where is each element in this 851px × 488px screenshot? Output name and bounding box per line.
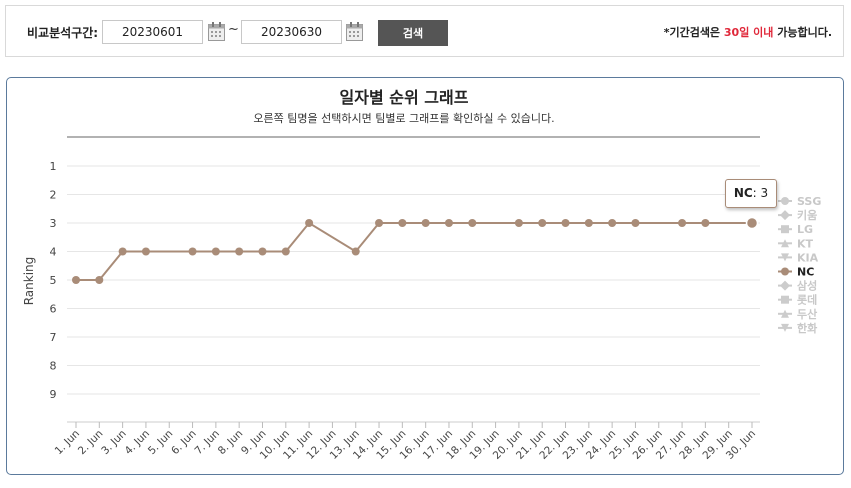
legend-item-1[interactable]: SSG — [778, 195, 821, 208]
y-tick-label: 9 — [50, 388, 57, 401]
note-highlight: 30일 이내 — [723, 26, 774, 39]
data-point[interactable] — [258, 247, 267, 256]
data-point[interactable] — [211, 247, 220, 256]
end-calendar-icon[interactable] — [346, 22, 363, 41]
data-point[interactable] — [118, 247, 127, 256]
legend-item-9[interactable]: 두산 — [778, 307, 817, 321]
data-point[interactable] — [514, 219, 523, 227]
y-tick-label: 4 — [50, 246, 57, 259]
x-tick-label: 3. Jun — [99, 428, 129, 458]
legend-label: 두산 — [797, 307, 817, 321]
data-point[interactable] — [421, 219, 430, 227]
data-point[interactable] — [631, 219, 640, 227]
end-date-input[interactable]: 20230630 — [241, 20, 342, 44]
legend-label: LG — [797, 223, 813, 236]
data-point[interactable] — [305, 219, 314, 227]
x-tick-label: 2. Jun — [76, 428, 106, 458]
y-axis-label: Ranking — [22, 257, 36, 306]
data-point[interactable] — [444, 219, 453, 227]
data-point[interactable] — [235, 247, 244, 256]
data-point[interactable] — [95, 276, 104, 284]
legend-marker — [781, 267, 789, 276]
legend-item-2[interactable]: 키움 — [778, 208, 817, 222]
legend-label: 삼성 — [797, 279, 817, 293]
note-suffix: 가능합니다. — [773, 26, 832, 39]
chart-panel — [6, 77, 844, 475]
note-prefix: *기간검색은 — [663, 26, 724, 39]
x-tick-label: 8. Jun — [216, 428, 246, 458]
data-point[interactable] — [188, 247, 197, 256]
legend-label: 키움 — [797, 208, 817, 222]
x-tick-label: 5. Jun — [146, 428, 176, 458]
data-point[interactable] — [584, 219, 593, 227]
legend-marker — [781, 323, 789, 332]
legend-marker — [781, 253, 789, 262]
legend-marker — [781, 197, 789, 205]
y-tick-label: 7 — [50, 331, 57, 344]
y-tick-label: 3 — [50, 217, 57, 230]
legend-marker — [781, 225, 789, 234]
legend-label: 한화 — [797, 321, 817, 335]
legend-label: KIA — [797, 251, 819, 264]
tooltip: NC: 3 — [725, 179, 777, 208]
data-point[interactable] — [561, 219, 570, 227]
legend-marker — [781, 239, 789, 248]
legend-label: SSG — [797, 195, 821, 208]
legend-item-5[interactable]: KIA — [778, 251, 819, 264]
data-point[interactable] — [351, 247, 360, 256]
x-tick-label: 1. Jun — [53, 428, 83, 458]
data-point[interactable] — [141, 247, 150, 256]
data-point[interactable] — [72, 276, 80, 284]
legend-marker — [781, 295, 789, 304]
legend-item-10[interactable]: 한화 — [778, 321, 817, 335]
data-point[interactable] — [375, 219, 384, 227]
date-separator: ~ — [228, 22, 239, 37]
x-tick-label: 6. Jun — [169, 428, 199, 458]
period-note: *기간검색은 30일 이내 가능합니다. — [664, 24, 832, 40]
start-calendar-icon[interactable] — [208, 22, 225, 41]
data-point[interactable] — [745, 216, 759, 230]
search-button[interactable]: 검색 — [378, 20, 448, 46]
data-point[interactable] — [281, 247, 290, 256]
legend-item-3[interactable]: LG — [778, 223, 813, 236]
legend-item-4[interactable]: KT — [778, 237, 814, 250]
legend-label: 롯데 — [797, 293, 817, 307]
y-tick-label: 8 — [50, 360, 57, 373]
legend-marker — [780, 210, 790, 221]
tooltip-value: 3 — [760, 186, 769, 200]
legend-marker — [780, 280, 790, 291]
legend-item-6[interactable]: NC — [778, 266, 814, 279]
legend-label: NC — [797, 266, 814, 279]
tooltip-series: NC — [733, 186, 753, 200]
legend-label: KT — [797, 237, 814, 250]
legend-marker — [781, 309, 789, 318]
data-point[interactable] — [468, 219, 477, 227]
y-tick-label: 6 — [50, 303, 57, 316]
chart-subtitle: 오른쪽 팀명을 선택하시면 팀별로 그래프를 확인하실 수 있습니다. — [253, 111, 554, 125]
x-tick-label: 7. Jun — [192, 428, 222, 458]
y-tick-label: 1 — [50, 160, 57, 173]
chart-title: 일자별 순위 그래프 — [340, 88, 469, 107]
y-tick-label: 2 — [50, 189, 57, 202]
data-point[interactable] — [398, 219, 407, 227]
data-point[interactable] — [678, 219, 687, 227]
data-point[interactable] — [608, 219, 617, 227]
y-tick-label: 5 — [50, 274, 57, 287]
range-label: 비교분석구간: — [27, 26, 99, 40]
legend-item-8[interactable]: 롯데 — [778, 293, 817, 307]
legend-item-7[interactable]: 삼성 — [778, 279, 817, 293]
search-bar: 비교분석구간: 20230601 ~ 20230630 검색 *기간검색은 30… — [5, 5, 844, 57]
data-point[interactable] — [538, 219, 547, 227]
data-point[interactable] — [701, 219, 710, 227]
x-tick-label: 4. Jun — [123, 428, 153, 458]
start-date-input[interactable]: 20230601 — [102, 20, 203, 44]
